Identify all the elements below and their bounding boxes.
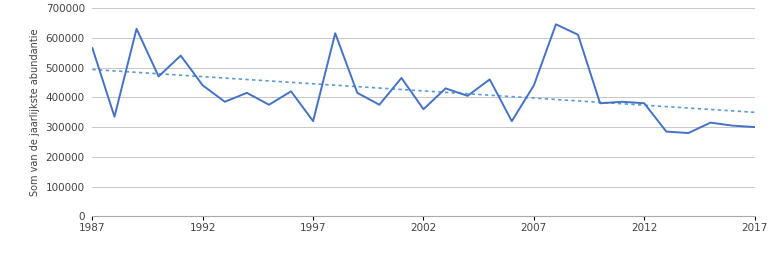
Y-axis label: Som van de jaarlijkste abundantie: Som van de jaarlijkste abundantie: [30, 29, 40, 196]
